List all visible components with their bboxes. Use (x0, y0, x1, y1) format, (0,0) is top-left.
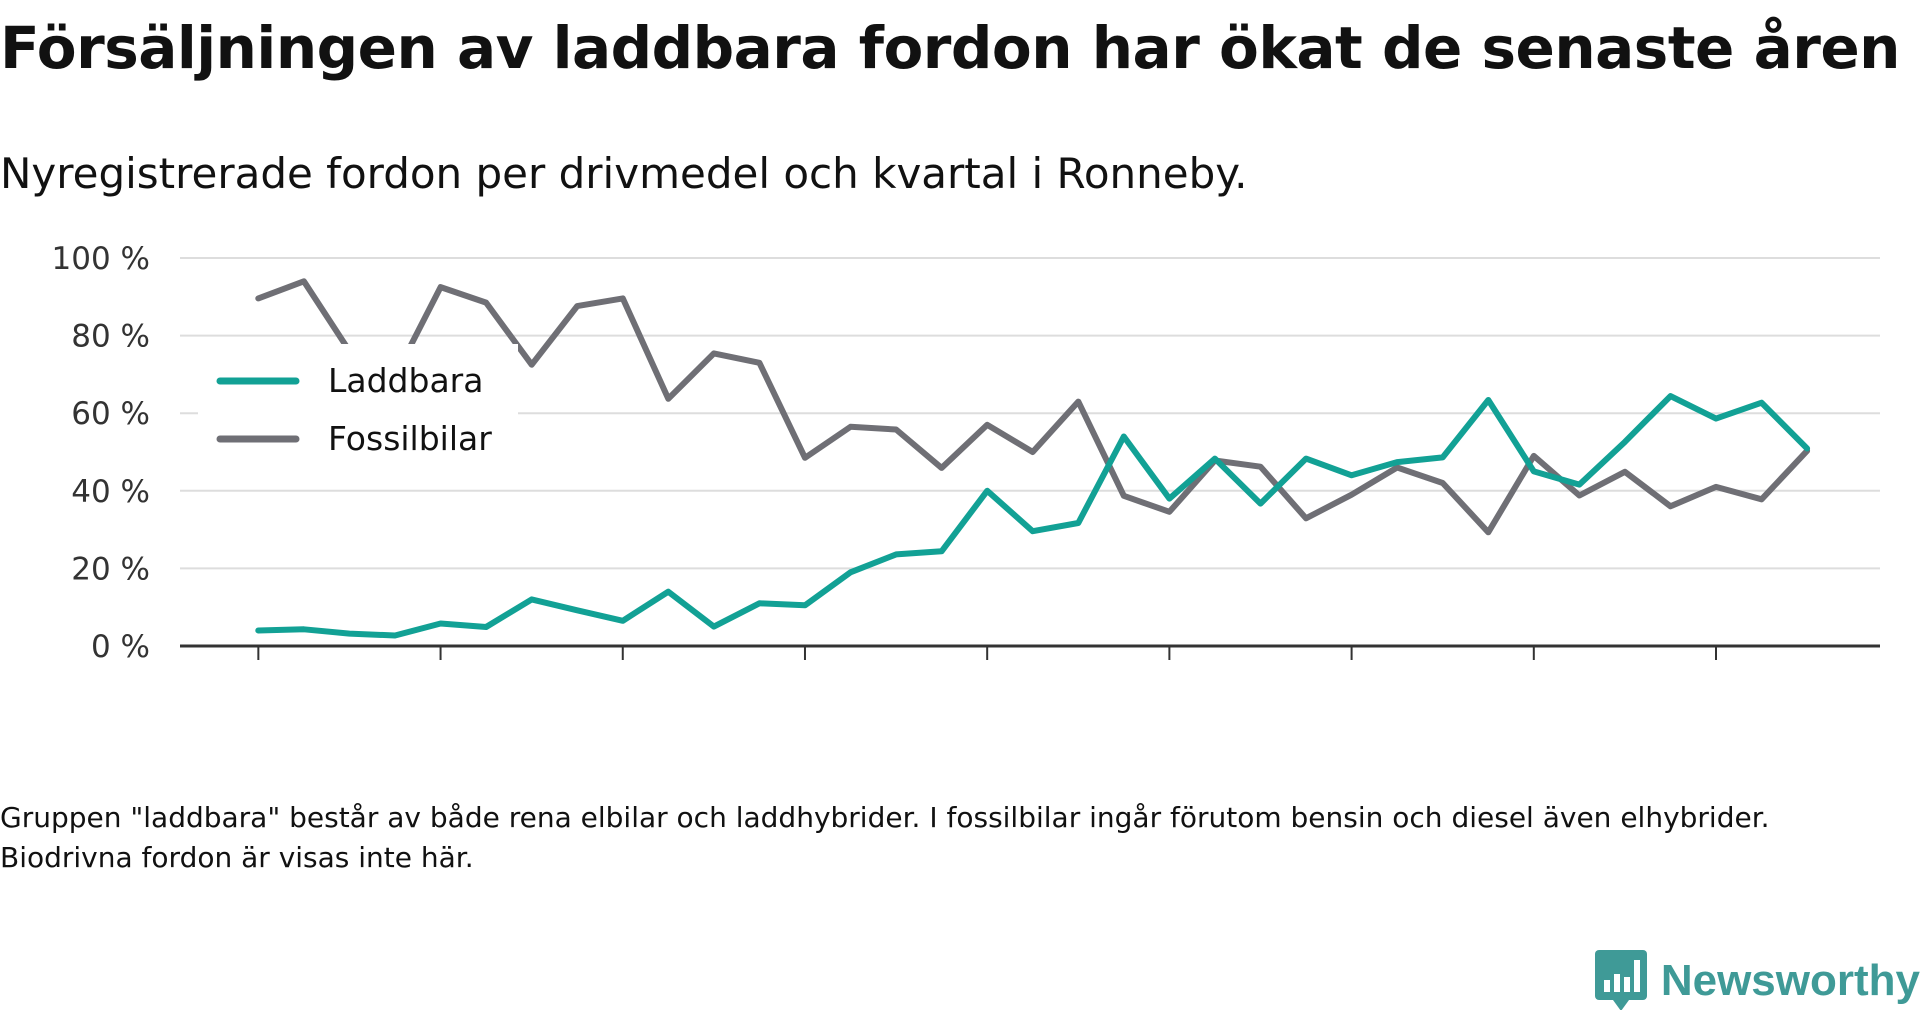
x-tick-label: 2023 (1312, 676, 1391, 680)
footnote: Gruppen "laddbara" består av både rena e… (0, 801, 1770, 874)
legend-label-laddbara: Laddbara (328, 361, 483, 400)
newsworthy-logo-icon (1594, 950, 1647, 1010)
y-tick-label: 100 % (52, 241, 150, 277)
x-tick-label: 2018 (401, 676, 480, 680)
x-tick-label: 2025 (1677, 676, 1756, 680)
y-tick-label: 80 % (71, 319, 150, 355)
x-tick-label: 2020 (766, 676, 845, 680)
x-tick-label: 2019 (583, 676, 662, 680)
brand-name: Newsworthy (1660, 956, 1920, 1005)
y-tick-label: 60 % (71, 396, 150, 432)
line-chart: 0 % 20 % 40 % 60 % 80 % 100 % 2017 2018 2019 2020… (52, 241, 1880, 680)
brand-logo: Newsworthy (1594, 948, 1920, 1010)
legend: Laddbara Fossilbilar (198, 344, 518, 476)
y-tick-label: 0 % (91, 629, 150, 665)
x-tick-label: 2022 (1130, 676, 1209, 680)
legend-label-fossil: Fossilbilar (328, 419, 492, 458)
x-tick-label: 2017 (219, 676, 298, 680)
y-tick-label: 20 % (71, 551, 150, 587)
axes: 0 % 20 % 40 % 60 % 80 % 100 % 2017 2018 2019 2020… (52, 241, 1880, 680)
chart-subtitle: Nyregistrerade fordon per drivmedel och … (0, 149, 1248, 198)
series-line-laddbara (255, 393, 1811, 639)
x-tick-label: 2021 (948, 676, 1027, 680)
legend-background (198, 344, 518, 476)
chart-title: Försäljningen av laddbara fordon har öka… (0, 14, 1900, 82)
y-tick-label: 40 % (71, 474, 150, 510)
x-tick-label: 2024 (1494, 676, 1573, 680)
